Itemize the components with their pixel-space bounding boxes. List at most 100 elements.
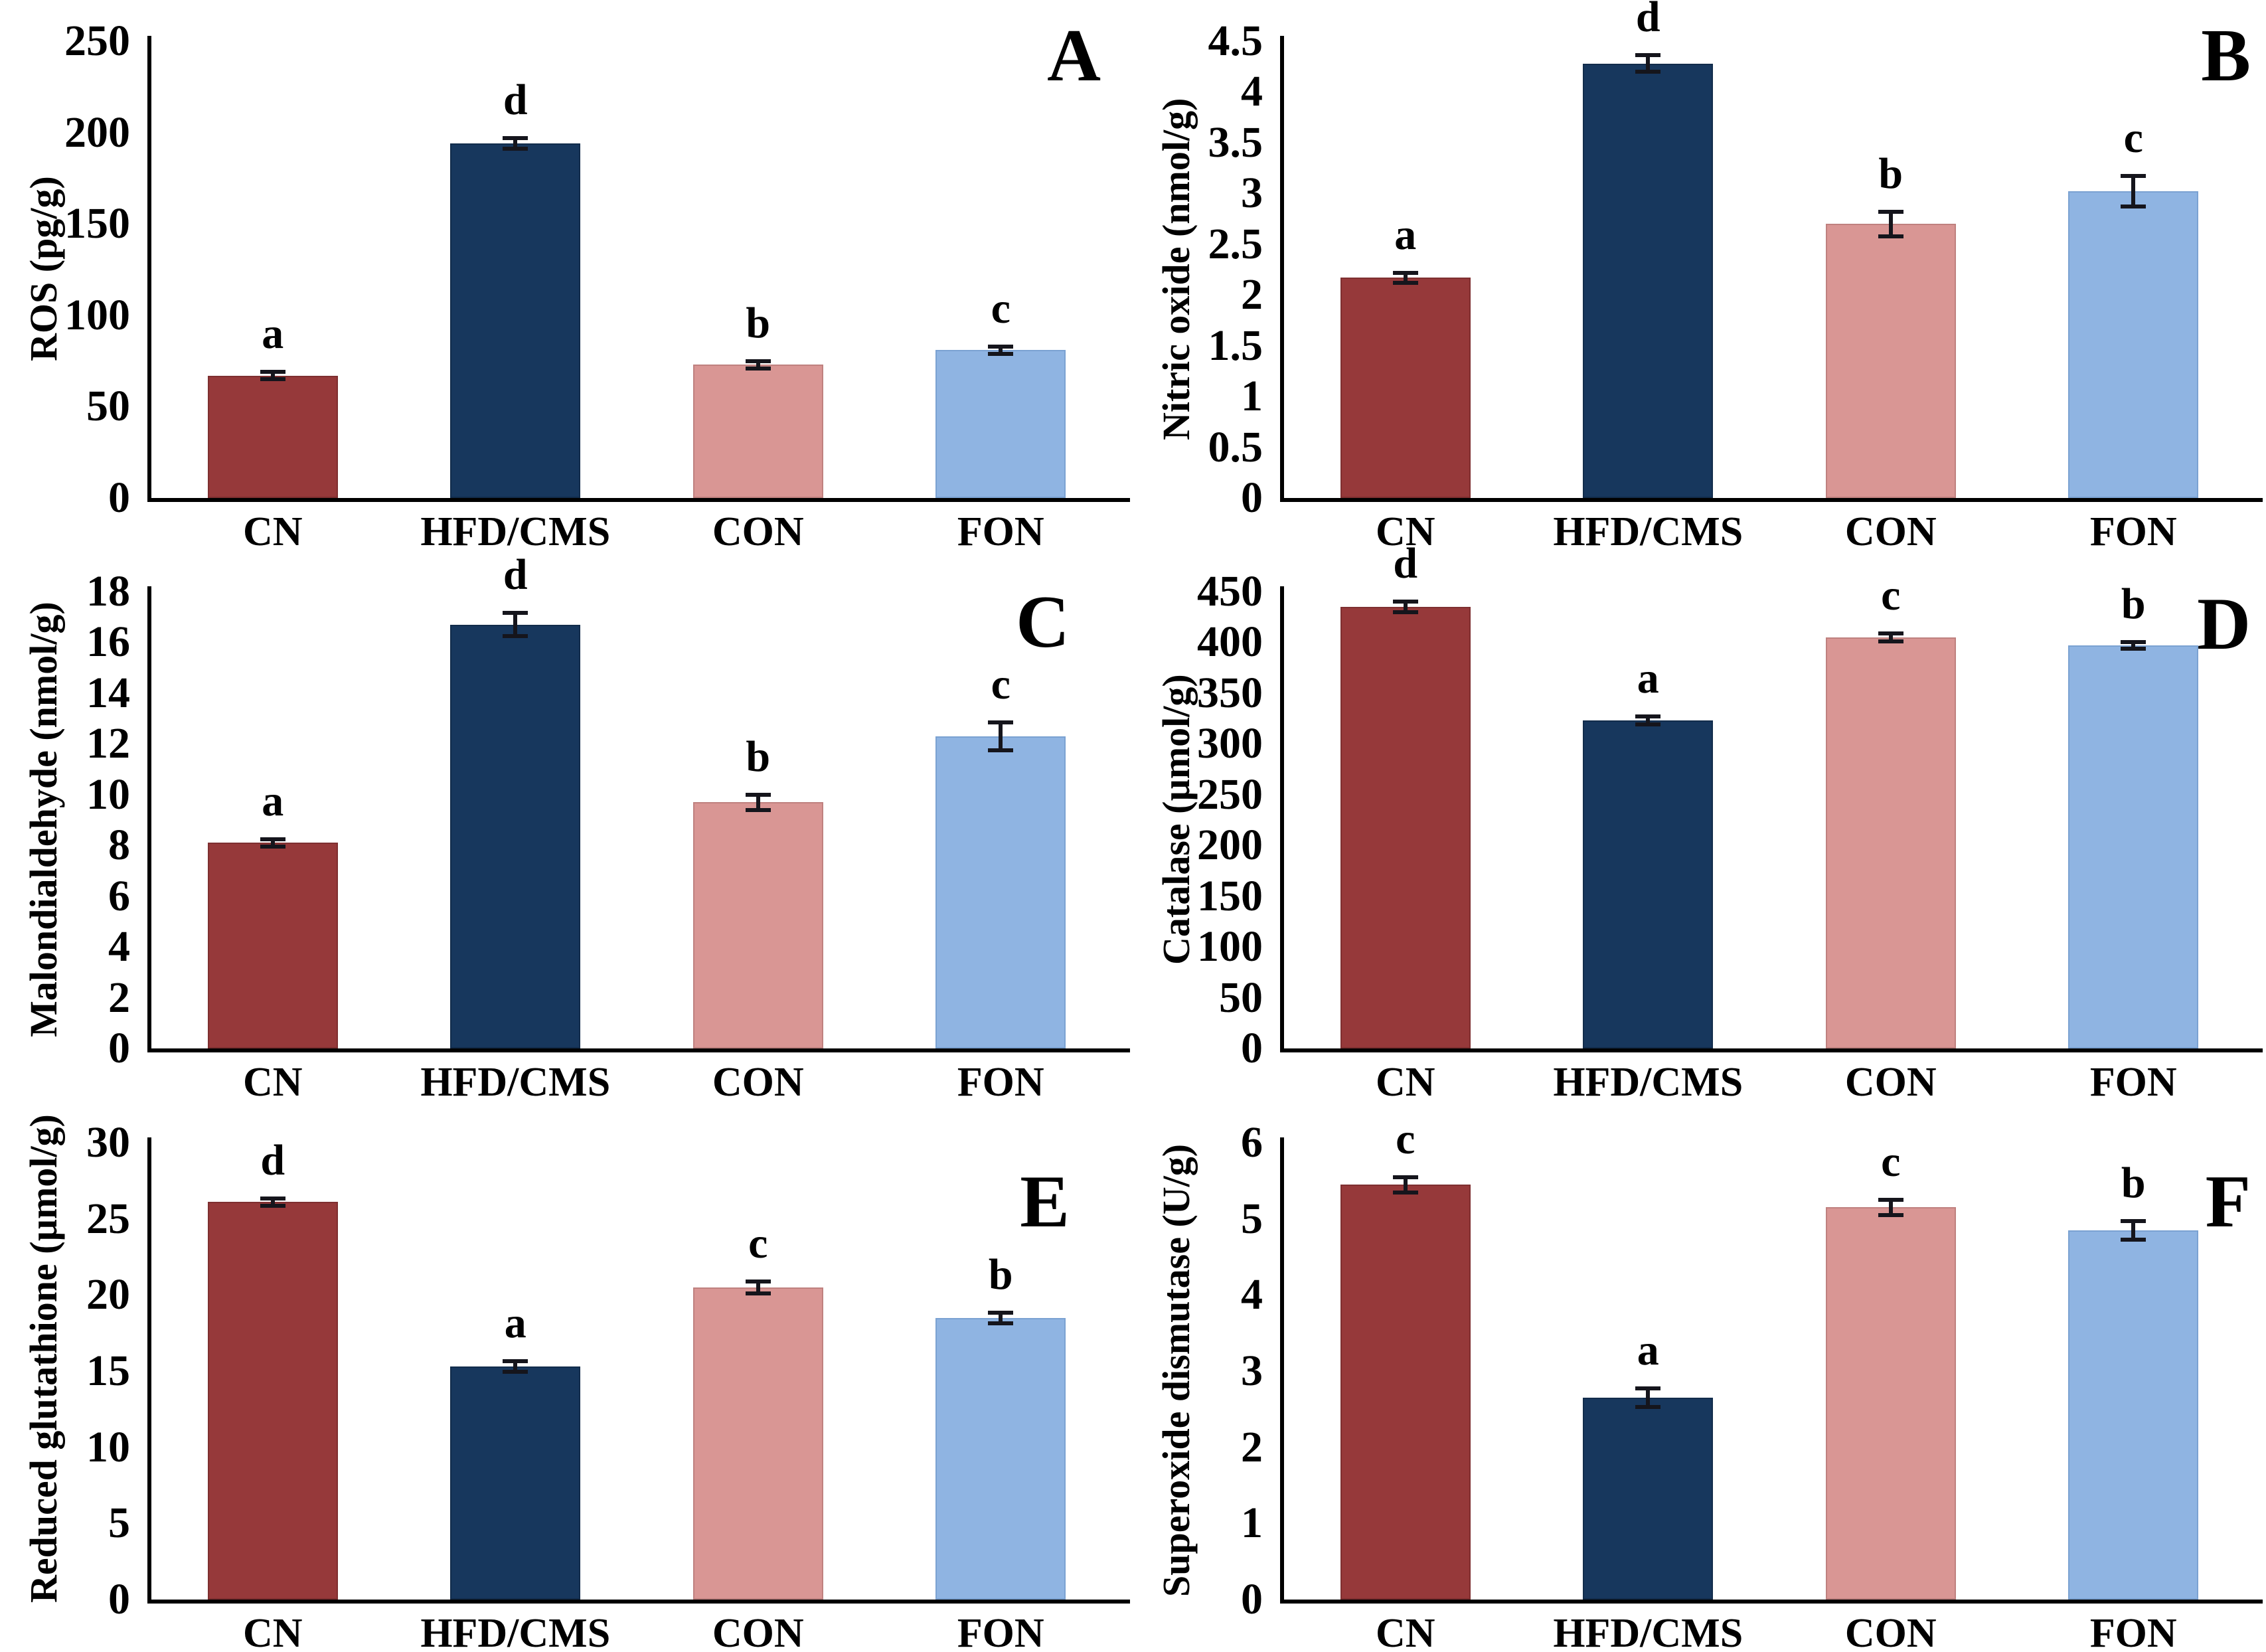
x-category-label-con: CON [1844, 1060, 1937, 1105]
error-bar [2131, 176, 2136, 207]
y-tick-label: 250 [64, 17, 130, 65]
x-category-label-cn: CN [242, 1611, 303, 1652]
significance-letter: c [1881, 570, 1901, 620]
significance-letter: c [991, 284, 1011, 333]
error-bar [1403, 602, 1408, 612]
error-bar [756, 361, 760, 369]
panel-label: C [1016, 581, 1070, 663]
x-category-label-con: CON [712, 1060, 804, 1105]
bar-con [692, 802, 823, 1048]
error-bar [1888, 1200, 1893, 1215]
error-bar [1646, 1388, 1651, 1407]
significance-letter: b [746, 732, 771, 781]
panel-label: E [1020, 1161, 1070, 1243]
y-tick-label: 0 [108, 473, 130, 522]
error-bar-bottom-cap [503, 147, 528, 151]
error-bar-top-cap [745, 792, 771, 797]
x-category-label-fon: FON [957, 509, 1044, 554]
plot-area: 0 50 100 150 200 250 a CN d HFD/CMS b CON c FON [0, 0, 1133, 554]
x-category-label-hfd-cms: HFD/CMS [1553, 509, 1743, 554]
error-bar-top-cap [1392, 600, 1418, 604]
x-axis-line [147, 498, 1130, 502]
error-bar [999, 722, 1003, 750]
y-tick-label: 1 [1241, 1499, 1263, 1548]
x-axis-line [1280, 1048, 2263, 1052]
y-tick-label: 200 [64, 108, 130, 157]
y-axis-line [147, 36, 151, 502]
significance-letter: a [1637, 654, 1659, 703]
error-bar-bottom-cap [503, 1370, 528, 1374]
bar-con [692, 365, 823, 498]
y-tick-label: 400 [1197, 618, 1263, 667]
error-bar-top-cap [260, 1196, 285, 1200]
error-bar [1646, 55, 1651, 72]
significance-letter: a [262, 309, 284, 359]
significance-letter: b [2121, 580, 2146, 629]
y-tick-label: 10 [86, 770, 130, 819]
y-tick-label: 50 [1219, 973, 1263, 1022]
error-bar-bottom-cap [1878, 639, 1903, 643]
error-bar-bottom-cap [1635, 69, 1661, 74]
panel-label: D [2197, 583, 2251, 665]
y-tick-label: 150 [64, 199, 130, 248]
plot-area: 0 2 4 6 8 10 12 14 16 18 a CN d HFD/CMS b CON c FON [0, 550, 1133, 1105]
y-tick-label: 16 [86, 618, 130, 667]
error-bar-top-cap [988, 1310, 1014, 1315]
x-axis-line [147, 1600, 1130, 1604]
y-tick-label: 12 [86, 719, 130, 768]
error-bar-top-cap [745, 1279, 771, 1283]
bar-hfd-cms [1583, 1398, 1714, 1600]
bar-hfd-cms [1583, 63, 1714, 498]
bar-fon [935, 1317, 1066, 1600]
error-bar-bottom-cap [1392, 610, 1418, 614]
bar-cn [207, 375, 338, 498]
x-category-label-fon: FON [2089, 1060, 2177, 1105]
error-bar-top-cap [1635, 53, 1661, 58]
y-tick-label: 3 [1241, 1347, 1263, 1395]
bar-fon [2068, 191, 2199, 498]
error-bar [513, 613, 518, 636]
y-tick-label: 200 [1197, 821, 1263, 870]
error-bar-bottom-cap [503, 633, 528, 638]
x-category-label-cn: CN [242, 509, 303, 554]
significance-letter: b [1878, 149, 1903, 198]
y-tick-label: 4 [108, 922, 130, 971]
y-tick-label: 30 [86, 1118, 130, 1167]
bar-hfd-cms [450, 624, 581, 1048]
y-tick-label: 350 [1197, 668, 1263, 717]
error-bar-bottom-cap [2121, 1237, 2146, 1242]
error-bar-bottom-cap [2121, 205, 2146, 209]
x-category-label-hfd-cms: HFD/CMS [1553, 1611, 1743, 1652]
panel-label: A [1047, 15, 1101, 97]
y-tick-label: 0.5 [1208, 422, 1263, 471]
significance-letter: a [1394, 210, 1417, 259]
panel-label: B [2201, 15, 2251, 97]
y-tick-label: 150 [1197, 871, 1263, 920]
error-bar [1646, 716, 1651, 725]
y-tick-label: 1.5 [1208, 321, 1263, 370]
error-bar-bottom-cap [1878, 234, 1903, 238]
y-tick-label: 2 [108, 973, 130, 1022]
bar-hfd-cms [450, 143, 581, 498]
error-bar [2131, 1221, 2136, 1240]
y-axis-line [147, 586, 151, 1052]
x-category-label-hfd-cms: HFD/CMS [420, 1611, 611, 1652]
x-category-label-hfd-cms: HFD/CMS [1553, 1060, 1743, 1105]
x-category-label-con: CON [1844, 1611, 1937, 1652]
y-tick-label: 15 [86, 1347, 130, 1395]
error-bar-bottom-cap [260, 1204, 285, 1208]
y-axis-line [1280, 1137, 1284, 1604]
panel-a: ROS (pg/g) 0 50 100 150 200 250 a CN d HFD/CMS b CO… [0, 0, 1133, 554]
error-bar [270, 839, 275, 847]
y-tick-label: 4.5 [1208, 17, 1263, 65]
y-tick-label: 4 [1241, 1270, 1263, 1319]
error-bar-top-cap [1878, 1198, 1903, 1202]
y-tick-label: 3 [1241, 169, 1263, 218]
y-tick-label: 0 [108, 1575, 130, 1623]
error-bar [2131, 642, 2136, 649]
error-bar-top-cap [503, 1359, 528, 1364]
y-tick-label: 2 [1241, 270, 1263, 319]
plot-area: 0 50 100 150 200 250 300 350 400 450 d CN a HFD/CMS c C… [1133, 542, 2265, 1105]
bar-cn [1340, 278, 1471, 498]
error-bar-top-cap [988, 344, 1014, 349]
